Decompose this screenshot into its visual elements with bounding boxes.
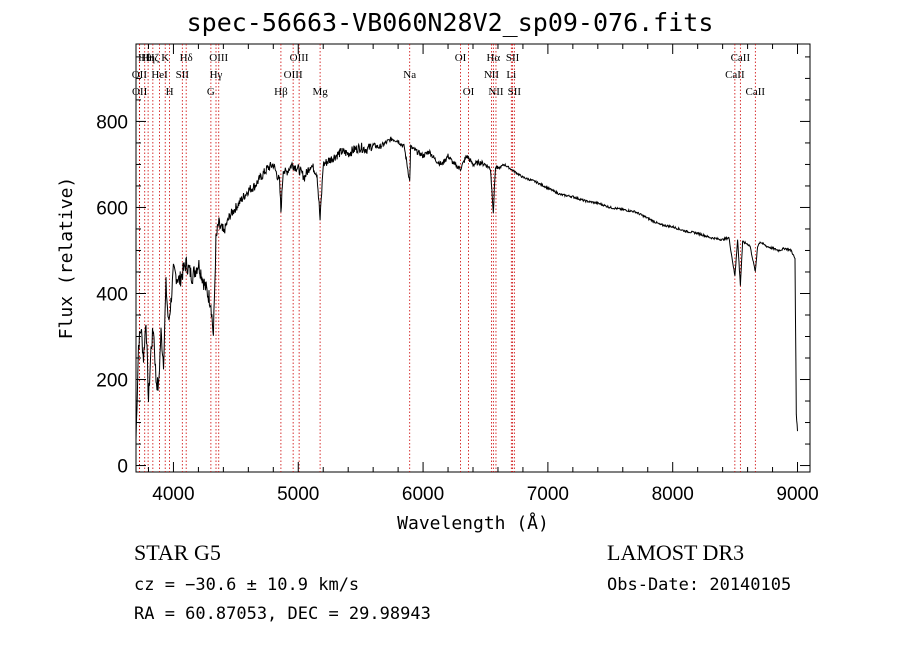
- x-tick-label: 6000: [402, 484, 444, 505]
- line-label: CaII: [731, 52, 751, 64]
- x-axis-label: Wavelength (Å): [397, 512, 549, 534]
- line-label: CaII: [725, 69, 745, 81]
- line-label: Hζ: [147, 52, 160, 64]
- x-tick-label: 7000: [527, 484, 569, 505]
- chart-title: spec-56663-VB060N28V2_sp09-076.fits: [186, 8, 714, 37]
- line-label: NII: [484, 69, 500, 81]
- line-label: Hθ: [138, 52, 151, 64]
- line-label: OIII: [290, 52, 309, 64]
- line-label: CaII: [746, 86, 766, 98]
- line-label: Hη: [141, 52, 155, 64]
- line-label: NII: [488, 86, 504, 98]
- survey-name: LAMOST DR3: [607, 540, 745, 565]
- line-label: OI: [463, 86, 475, 98]
- line-label: Hδ: [180, 52, 193, 64]
- y-tick-label: 600: [96, 198, 128, 219]
- line-label: Mg: [312, 86, 328, 98]
- coordinates-text: RA = 60.87053, DEC = 29.98943: [134, 604, 431, 624]
- line-label: Li: [506, 69, 516, 81]
- x-tick-label: 8000: [652, 484, 694, 505]
- line-label: SII: [508, 86, 522, 98]
- y-tick-label: 400: [96, 284, 128, 305]
- spectrum-line: [135, 136, 798, 440]
- line-label: Na: [403, 69, 416, 81]
- line-label: SII: [176, 69, 190, 81]
- line-label: K: [161, 52, 169, 64]
- line-label: Hγ: [210, 69, 223, 81]
- line-label: SII: [506, 52, 520, 64]
- line-label: OIII: [284, 69, 303, 81]
- line-label: H: [166, 86, 174, 98]
- line-label: HeI: [151, 69, 168, 81]
- line-label: OIII: [209, 52, 228, 64]
- y-tick-label: 200: [96, 371, 128, 392]
- x-tick-label: 4000: [152, 484, 194, 505]
- redshift-text: cz = −30.6 ± 10.9 km/s: [134, 575, 360, 595]
- plot-frame: [135, 43, 811, 473]
- y-axis-label: Flux (relative): [56, 177, 77, 340]
- x-tick-label: 9000: [776, 484, 818, 505]
- line-label: Hβ: [274, 86, 288, 98]
- line-label: OII: [132, 69, 148, 81]
- line-label: OI: [455, 52, 467, 64]
- line-label: OII: [132, 86, 148, 98]
- y-tick-label: 800: [96, 112, 128, 133]
- line-label: G: [207, 86, 215, 98]
- y-tick-label: 0: [117, 457, 128, 478]
- line-label: Hα: [486, 52, 500, 64]
- observation-date: Obs-Date: 20140105: [607, 575, 792, 595]
- x-tick-label: 5000: [277, 484, 319, 505]
- object-classification: STAR G5: [134, 540, 221, 565]
